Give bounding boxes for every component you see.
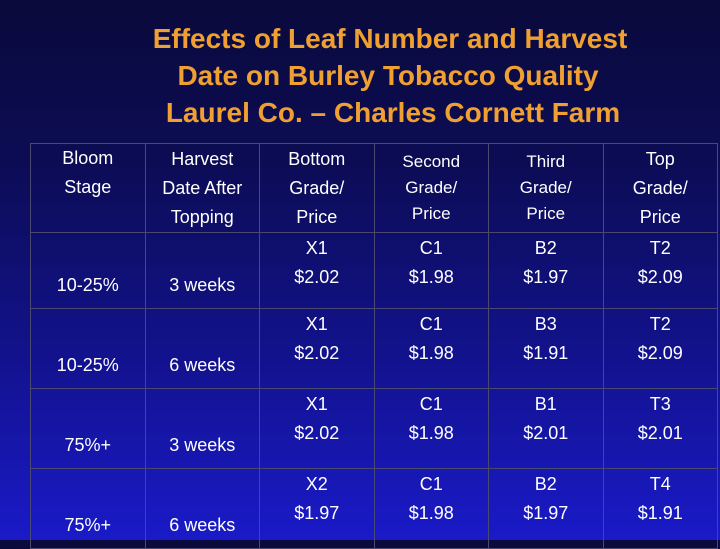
header-bottom-grade: Bottom Grade/ Price: [259, 143, 375, 233]
second-grade-cell: C1 $1.98: [373, 388, 489, 469]
title-line-1: Effects of Leaf Number and Harvest: [152, 23, 628, 54]
second-grade-cell: C1 $1.98: [373, 232, 489, 309]
table-row: 10-25% 3 weeks X1 $2.02 C1 $1.98 B2 $1.97 T…: [30, 232, 718, 309]
table-header-row: Bloom Stage Harvest Date After Topping B…: [30, 143, 718, 233]
table-row: 75%+ 6 weeks X2 $1.97 C1 $1.98 B2 $1.97 T4 $…: [30, 468, 718, 549]
harvest-date-cell: 6 weeks: [144, 308, 260, 389]
bloom-stage-cell: 75%+: [30, 468, 146, 549]
bottom-grade-cell: X1 $2.02: [259, 388, 375, 469]
results-table: Bloom Stage Harvest Date After Topping B…: [30, 143, 718, 549]
third-grade-cell: B3 $1.91: [488, 308, 604, 389]
top-grade-cell: T2 $2.09: [602, 308, 718, 389]
bottom-grade-cell: X2 $1.97: [259, 468, 375, 549]
header-harvest-date: Harvest Date After Topping: [144, 143, 260, 233]
table-row: 75%+ 3 weeks X1 $2.02 C1 $1.98 B1 $2.01 T3 $…: [30, 388, 718, 469]
table-row: 10-25% 6 weeks X1 $2.02 C1 $1.98 B3 $1.91 T…: [30, 308, 718, 389]
top-grade-cell: T4 $1.91: [602, 468, 718, 549]
harvest-date-cell: 3 weeks: [144, 232, 260, 309]
slide-title: Effects of Leaf Number and Harvest Date …: [0, 20, 720, 131]
bottom-grade-cell: X1 $2.02: [259, 232, 375, 309]
header-third-grade: Third Grade/ Price: [488, 143, 604, 233]
top-grade-cell: T3 $2.01: [602, 388, 718, 469]
third-grade-cell: B2 $1.97: [488, 232, 604, 309]
header-bloom-stage: Bloom Stage: [30, 143, 146, 233]
bottom-grade-cell: X1 $2.02: [259, 308, 375, 389]
header-second-grade: Second Grade/ Price: [373, 143, 489, 233]
third-grade-cell: B2 $1.97: [488, 468, 604, 549]
header-top-grade: Top Grade/ Price: [602, 143, 718, 233]
second-grade-cell: C1 $1.98: [373, 468, 489, 549]
third-grade-cell: B1 $2.01: [488, 388, 604, 469]
title-line-3: Laurel Co. – Charles Cornett Farm: [165, 97, 621, 128]
harvest-date-cell: 3 weeks: [144, 388, 260, 469]
title-line-2: Date on Burley Tobacco Quality: [177, 60, 599, 91]
harvest-date-cell: 6 weeks: [144, 468, 260, 549]
second-grade-cell: C1 $1.98: [373, 308, 489, 389]
bloom-stage-cell: 10-25%: [30, 308, 146, 389]
bloom-stage-cell: 75%+: [30, 388, 146, 469]
bloom-stage-cell: 10-25%: [30, 232, 146, 309]
top-grade-cell: T2 $2.09: [602, 232, 718, 309]
